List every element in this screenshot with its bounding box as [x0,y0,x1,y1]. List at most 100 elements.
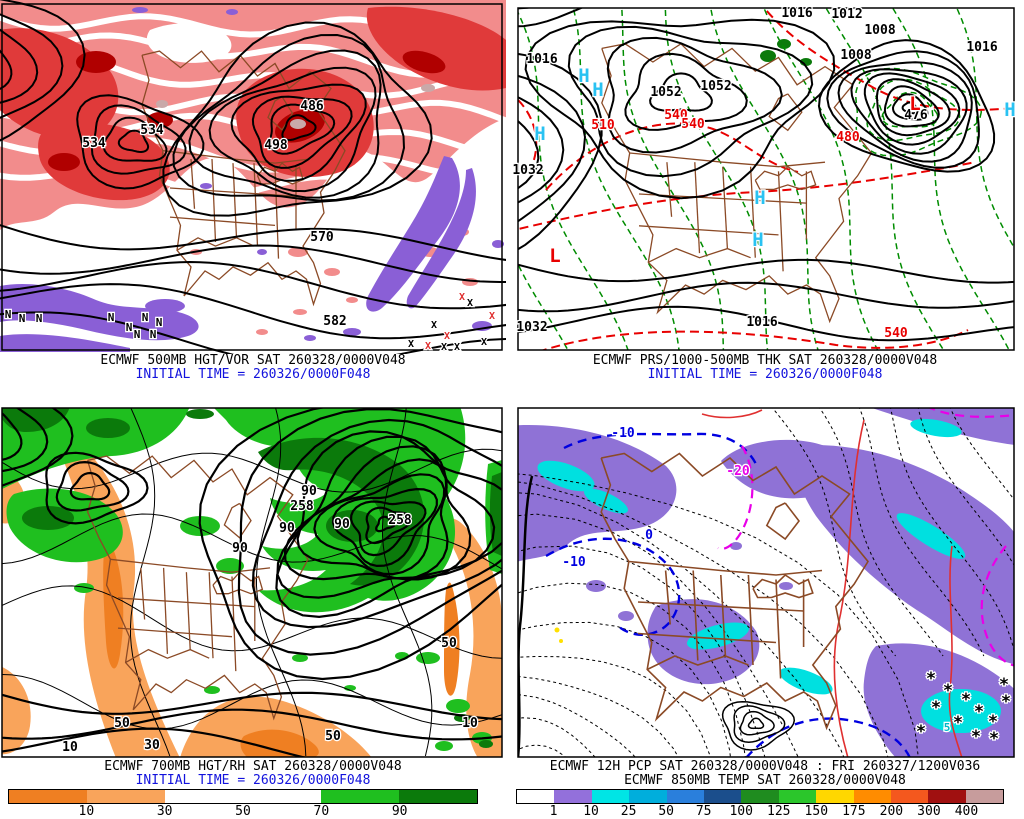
initial-time-thickness: INITIAL TIME = 260326/0000F048 [647,367,883,382]
caption-pcp: ECMWF 12H PCP SAT 260328/0000V048 : FRI … [549,759,981,774]
svg-text:1012: 1012 [831,7,862,22]
panel-prs-thickness: 1016 1032 1052 1052 1008 1008 1012 1016 1016 476 1… [506,0,1024,400]
svg-text:-10: -10 [611,426,635,441]
svg-text:H: H [1004,99,1015,121]
svg-text:570: 570 [310,230,334,245]
colorbar-tick: 25 [620,804,637,819]
initial-time-500mb: INITIAL TIME = 260326/0000F048 [135,367,371,382]
svg-text:1052: 1052 [650,85,681,100]
svg-text:*: * [931,698,941,718]
panel-700mb-hgt-rh: 258 258 90 90 90 90 50 50 50 10 10 30 ECMWF 700MB H… [0,400,506,819]
svg-text:1016: 1016 [526,52,557,67]
map-frame [517,407,1015,758]
colorbar-tick: 10 [583,804,599,819]
svg-text:X: X [459,292,465,303]
svg-text:*: * [971,727,981,747]
svg-text:N: N [36,312,43,325]
svg-text:*: * [974,702,984,722]
colorbar-tick: 90 [391,804,408,819]
svg-text:N: N [126,321,133,334]
svg-text:H: H [754,187,765,209]
svg-text:10: 10 [462,716,478,731]
colorbar-tick: 400 [954,804,979,819]
svg-text:510: 510 [591,118,615,133]
geography-outline [141,50,346,307]
colorbar-tick: 300 [917,804,941,819]
svg-text:X: X [489,311,495,322]
map-frame [1,3,503,351]
svg-text:486: 486 [300,99,324,114]
colorbar-tick: 70 [313,804,330,819]
svg-text:*: * [926,669,936,689]
svg-text:50: 50 [114,716,130,731]
colorbar-tick: 100 [729,804,753,819]
colorbar-tick: 175 [842,804,866,819]
svg-text:30: 30 [144,738,160,753]
map-frame [1,407,503,758]
svg-text:X: X [431,320,437,331]
svg-text:X: X [467,298,473,309]
colorbar-tick: 150 [804,804,829,819]
svg-text:-10: -10 [562,555,586,570]
svg-text:*: * [943,681,953,701]
svg-text:258: 258 [290,499,314,514]
svg-text:N: N [5,308,12,321]
vorticity-shading-strong [0,6,506,335]
height-contours [2,408,502,757]
svg-text:10: 10 [62,740,78,755]
svg-text:*: * [989,729,999,749]
svg-text:H: H [592,79,603,101]
pcp-colorbar: 1 10 25 50 75 100 125 150 175 200 300 400 [516,789,1004,819]
svg-text:582: 582 [323,314,346,329]
svg-text:480: 480 [836,130,860,145]
colorbar-tick: 75 [695,804,712,819]
contour-labels: 486 498 534 534 570 582 [81,98,348,331]
svg-text:1032: 1032 [516,320,547,335]
caption-500mb: ECMWF 500MB HGT/VOR SAT 260328/0000V048 [100,353,406,368]
svg-text:50: 50 [441,636,457,651]
colorbar-tick: 50 [235,804,251,819]
svg-text:X: X [481,337,487,348]
svg-text:X: X [408,339,414,350]
svg-text:1052: 1052 [700,79,731,94]
svg-text:534: 534 [140,123,164,138]
temp-dashed-contours [518,408,1014,757]
rh-colorbar: 10 30 50 70 90 [8,789,478,819]
svg-text:L: L [549,245,560,267]
svg-text:540: 540 [664,108,688,123]
svg-text:N: N [142,311,149,324]
colorbar-tick: 125 [767,804,791,819]
svg-text:90: 90 [279,521,295,536]
svg-text:*: * [999,675,1009,695]
svg-text:*: * [953,713,963,733]
svg-text:*: * [1001,692,1011,712]
svg-text:50: 50 [325,729,341,744]
svg-text:X: X [444,331,450,342]
svg-text:1008: 1008 [840,48,871,63]
colorbar-tick: 30 [156,804,173,819]
svg-text:L: L [909,93,920,115]
svg-text:1016: 1016 [781,6,812,21]
svg-text:0: 0 [645,528,653,543]
svg-text:X: X [454,342,460,353]
initial-time-700mb: INITIAL TIME = 260326/0000F048 [135,773,371,788]
caption-thickness: ECMWF PRS/1000-500MB THK SAT 260328/0000… [592,353,938,368]
humidity-shading [2,408,502,757]
svg-text:1016: 1016 [966,40,997,55]
snow-markers: ** ** **** **** [915,668,1013,751]
small-closed-contours [721,700,796,751]
svg-text:X: X [441,342,447,353]
svg-text:540: 540 [884,326,908,341]
colorbar-tick: 200 [879,804,904,819]
svg-text:-20: -20 [726,464,750,479]
svg-text:476: 476 [904,108,928,123]
svg-text:5: 5 [944,721,951,734]
precip-shading [518,408,1014,757]
svg-text:90: 90 [301,484,317,499]
svg-text:N: N [156,316,163,329]
